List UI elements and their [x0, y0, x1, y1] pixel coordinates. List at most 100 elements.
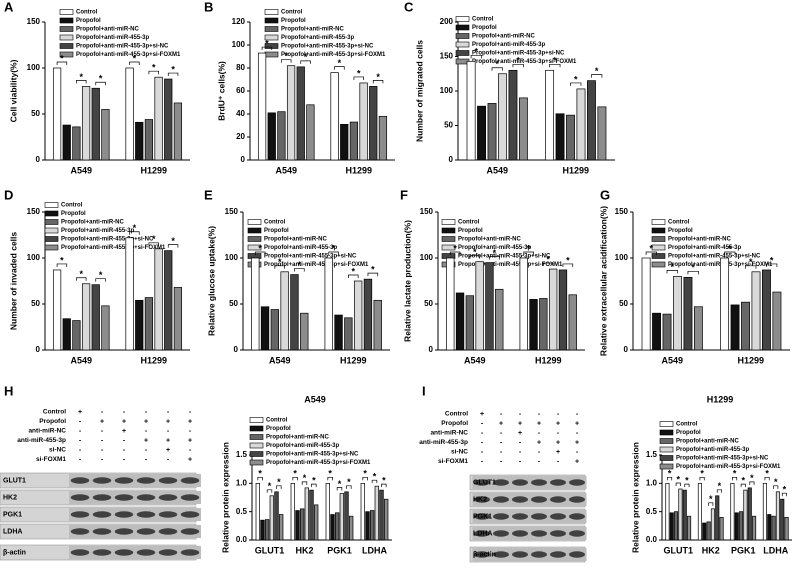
y-axis-label: BrdU⁺ cells(%)	[216, 61, 226, 121]
bar	[498, 73, 507, 161]
condition-sign: -	[481, 430, 484, 437]
y-tick-label: 150	[27, 207, 41, 216]
blot-band	[550, 479, 566, 486]
blot-band	[531, 530, 547, 537]
bar	[369, 86, 378, 161]
legend-label: Control	[281, 10, 303, 16]
significance-label: *	[553, 56, 557, 66]
blot-band	[569, 530, 585, 537]
condition-label: si-FOXM1	[36, 456, 66, 463]
condition-sign: +	[556, 420, 560, 427]
legend-label: Propofol+anti-miR-455-3p+si-FOXM1	[266, 460, 371, 466]
condition-sign: -	[500, 458, 503, 465]
blot-band	[136, 494, 156, 501]
bar	[555, 113, 565, 161]
legend-swatch	[264, 26, 279, 32]
blot-band	[474, 530, 490, 537]
blot-band	[114, 494, 134, 501]
x-tick-label: LDHA	[763, 545, 788, 555]
y-tick-label: 100	[232, 40, 246, 49]
blot-lane-area	[472, 493, 587, 506]
legend-swatch	[249, 434, 264, 440]
protein-label: GLUT1	[3, 477, 26, 484]
bar	[334, 512, 340, 541]
blot-lane-area	[472, 527, 587, 540]
x-tick-label: LDHA	[362, 545, 387, 555]
condition-sign: -	[557, 458, 560, 465]
blot-band	[550, 496, 566, 503]
blot-band	[180, 528, 200, 535]
condition-sign: +	[518, 430, 522, 437]
condition-sign: -	[145, 456, 148, 463]
significance-bracket	[261, 46, 273, 51]
legend-label: Control	[472, 17, 494, 23]
condition-label: Control	[445, 411, 468, 418]
blot-band	[493, 479, 509, 486]
legend-swatch	[247, 227, 262, 234]
condition-sign: -	[557, 411, 560, 418]
blot-band	[493, 513, 509, 520]
y-tick-label: 80	[236, 63, 245, 72]
legend-label: Propofol+anti-miR-455-3p+si-NC	[76, 44, 169, 50]
significance-bracket	[348, 274, 359, 278]
condition-sign: -	[576, 411, 579, 418]
bar	[383, 498, 389, 541]
condition-sign: +	[100, 418, 104, 425]
significance-label: *	[676, 474, 680, 484]
condition-sign: -	[123, 409, 126, 416]
bar	[313, 504, 319, 541]
blot-band	[531, 479, 547, 486]
bar	[641, 257, 651, 351]
legend-label: Propofol+anti-miR-455-3p+si-FOXM1	[61, 245, 166, 251]
condition-sign: +	[575, 420, 579, 427]
protein-label: β-actin	[3, 549, 26, 556]
bar	[340, 123, 349, 161]
blot-band	[569, 496, 585, 503]
legend-label: Propofol+anti-miR-455-3p+si-FOXM1	[458, 262, 563, 268]
legend-swatch	[441, 244, 456, 251]
legend-label: Propofol+anti-miR-NC	[668, 237, 731, 243]
blot-band	[493, 530, 509, 537]
legend-label: Propofol+anti-miR-455-3p+si-NC	[61, 237, 154, 243]
legend-label: Propofol+anti-miR-455-3p	[264, 245, 338, 251]
significance-label: *	[527, 243, 531, 253]
significance-bracket	[749, 481, 755, 485]
bar	[678, 488, 683, 541]
significance-bracket	[470, 54, 482, 59]
bar	[587, 80, 596, 161]
blot-lane-area	[69, 525, 201, 538]
legend-label: Propofol+anti-miR-NC	[472, 34, 535, 40]
bar	[290, 274, 299, 351]
legend-label: Propofol+anti-miR-455-3p	[76, 35, 150, 41]
significance-label: *	[79, 72, 83, 82]
significance-bracket	[281, 59, 292, 63]
bar	[363, 278, 373, 351]
legend-label: Propofol+anti-miR-455-3p	[61, 228, 135, 234]
blot-band	[114, 477, 134, 484]
blot-band	[180, 549, 200, 556]
protein-label: β-actin	[473, 551, 496, 558]
significance-bracket	[328, 251, 339, 255]
bar	[767, 514, 772, 541]
condition-sign: -	[123, 456, 126, 463]
y-tick-label: 0	[449, 155, 454, 164]
bar	[739, 511, 744, 541]
legend-label: Control	[76, 10, 98, 16]
y-tick-label: 150	[27, 17, 41, 26]
significance-label: *	[373, 472, 377, 482]
legend-swatch	[455, 16, 470, 22]
condition-label: anti-miR-NC	[430, 430, 468, 437]
condition-label: si-FOXM1	[438, 458, 468, 465]
significance-label: *	[133, 53, 137, 63]
significance-bracket	[469, 255, 480, 259]
significance-bracket	[336, 487, 343, 491]
significance-bracket	[167, 72, 179, 77]
significance-label: *	[516, 56, 520, 66]
legend-swatch	[44, 202, 59, 208]
significance-label: *	[668, 469, 672, 479]
significance-bracket	[148, 70, 159, 75]
legend-swatch	[659, 421, 674, 427]
legend-label: Propofol+anti-miR-455-3p+si-NC	[458, 254, 551, 260]
significance-bracket	[570, 82, 582, 86]
significance-label: *	[60, 255, 64, 265]
